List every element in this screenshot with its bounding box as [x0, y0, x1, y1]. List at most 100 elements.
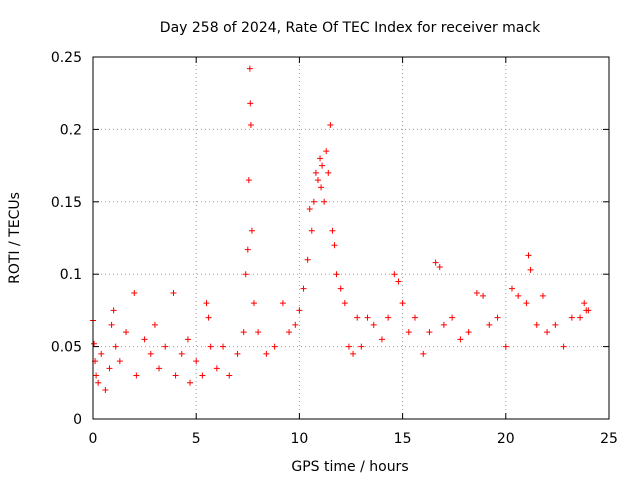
y-tick-label: 0: [73, 412, 82, 428]
data-point: [544, 329, 551, 336]
data-point: [286, 329, 293, 336]
data-point: [248, 227, 255, 234]
data-point: [203, 300, 210, 307]
data-point: [321, 198, 328, 205]
data-point: [123, 329, 130, 336]
data-point: [187, 379, 194, 386]
data-point: [370, 321, 377, 328]
data-point: [323, 148, 330, 155]
data-point: [245, 177, 252, 184]
data-point: [193, 358, 200, 365]
data-point: [585, 307, 592, 314]
data-point: [91, 340, 98, 347]
data-point: [199, 372, 206, 379]
y-tick-label: 0.25: [51, 50, 82, 66]
data-point: [151, 321, 158, 328]
data-point: [292, 321, 299, 328]
data-point: [508, 285, 515, 292]
data-point: [110, 307, 117, 314]
data-point: [327, 122, 334, 129]
data-point: [539, 292, 546, 299]
data-point: [527, 266, 534, 273]
data-point: [184, 336, 191, 343]
data-point: [240, 329, 247, 336]
data-point: [213, 365, 220, 372]
data-point: [205, 314, 212, 321]
chart-title: Day 258 of 2024, Rate Of TEC Index for r…: [160, 20, 541, 36]
data-point: [395, 278, 402, 285]
data-point: [560, 343, 567, 350]
data-point: [310, 198, 317, 205]
data-point: [405, 329, 412, 336]
y-axis-label: ROTI / TECUs: [7, 192, 23, 284]
data-point: [432, 259, 439, 266]
data-point: [465, 329, 472, 336]
x-tick-label: 20: [497, 431, 515, 447]
data-point: [525, 252, 532, 259]
data-point: [385, 314, 392, 321]
data-point: [108, 321, 115, 328]
data-point: [306, 206, 313, 213]
data-point: [255, 329, 262, 336]
data-point: [246, 65, 253, 72]
data-point: [250, 300, 257, 307]
data-point: [329, 227, 336, 234]
x-tick-label: 0: [89, 431, 98, 447]
data-point: [156, 365, 163, 372]
data-point: [449, 314, 456, 321]
data-point: [436, 263, 443, 270]
y-tick-label: 0.05: [51, 340, 82, 356]
data-point: [364, 314, 371, 321]
data-point: [502, 343, 509, 350]
axis-ticks: 0 5 10 15 20 25 0 0.05 0.1 0.15 0.2 0.25: [51, 50, 618, 447]
data-point: [486, 321, 493, 328]
data-point: [308, 227, 315, 234]
data-point: [358, 343, 365, 350]
x-tick-label: 25: [600, 431, 618, 447]
data-point: [244, 246, 251, 253]
data-point: [141, 336, 148, 343]
data-point: [325, 169, 332, 176]
data-point: [207, 343, 214, 350]
data-point: [296, 307, 303, 314]
data-point: [399, 300, 406, 307]
data-point: [247, 122, 254, 129]
data-point: [98, 350, 105, 357]
data-point: [318, 184, 325, 191]
data-point: [378, 336, 385, 343]
data-point: [457, 336, 464, 343]
data-point: [95, 379, 102, 386]
y-tick-label: 0.15: [51, 195, 82, 211]
data-point: [93, 372, 100, 379]
data-point: [300, 285, 307, 292]
data-point: [226, 372, 233, 379]
data-point: [333, 271, 340, 278]
x-tick-label: 10: [290, 431, 308, 447]
data-point: [178, 350, 185, 357]
data-point: [480, 292, 487, 299]
data-point: [271, 343, 278, 350]
data-point: [354, 314, 361, 321]
data-point: [350, 350, 357, 357]
y-tick-label: 0.1: [60, 267, 82, 283]
data-point: [319, 162, 326, 169]
data-point: [263, 350, 270, 357]
data-point: [523, 300, 530, 307]
data-point: [317, 155, 324, 162]
data-point: [312, 169, 319, 176]
y-tick-label: 0.2: [60, 122, 82, 138]
data-point: [391, 271, 398, 278]
data-point: [247, 100, 254, 107]
data-point: [411, 314, 418, 321]
data-point: [234, 350, 241, 357]
data-points: [90, 65, 592, 394]
data-point: [147, 350, 154, 357]
data-point: [581, 300, 588, 307]
data-point: [552, 321, 559, 328]
data-point: [116, 358, 123, 365]
data-point: [568, 314, 575, 321]
data-point: [345, 343, 352, 350]
data-point: [242, 271, 249, 278]
plot-frame: [92, 56, 610, 420]
